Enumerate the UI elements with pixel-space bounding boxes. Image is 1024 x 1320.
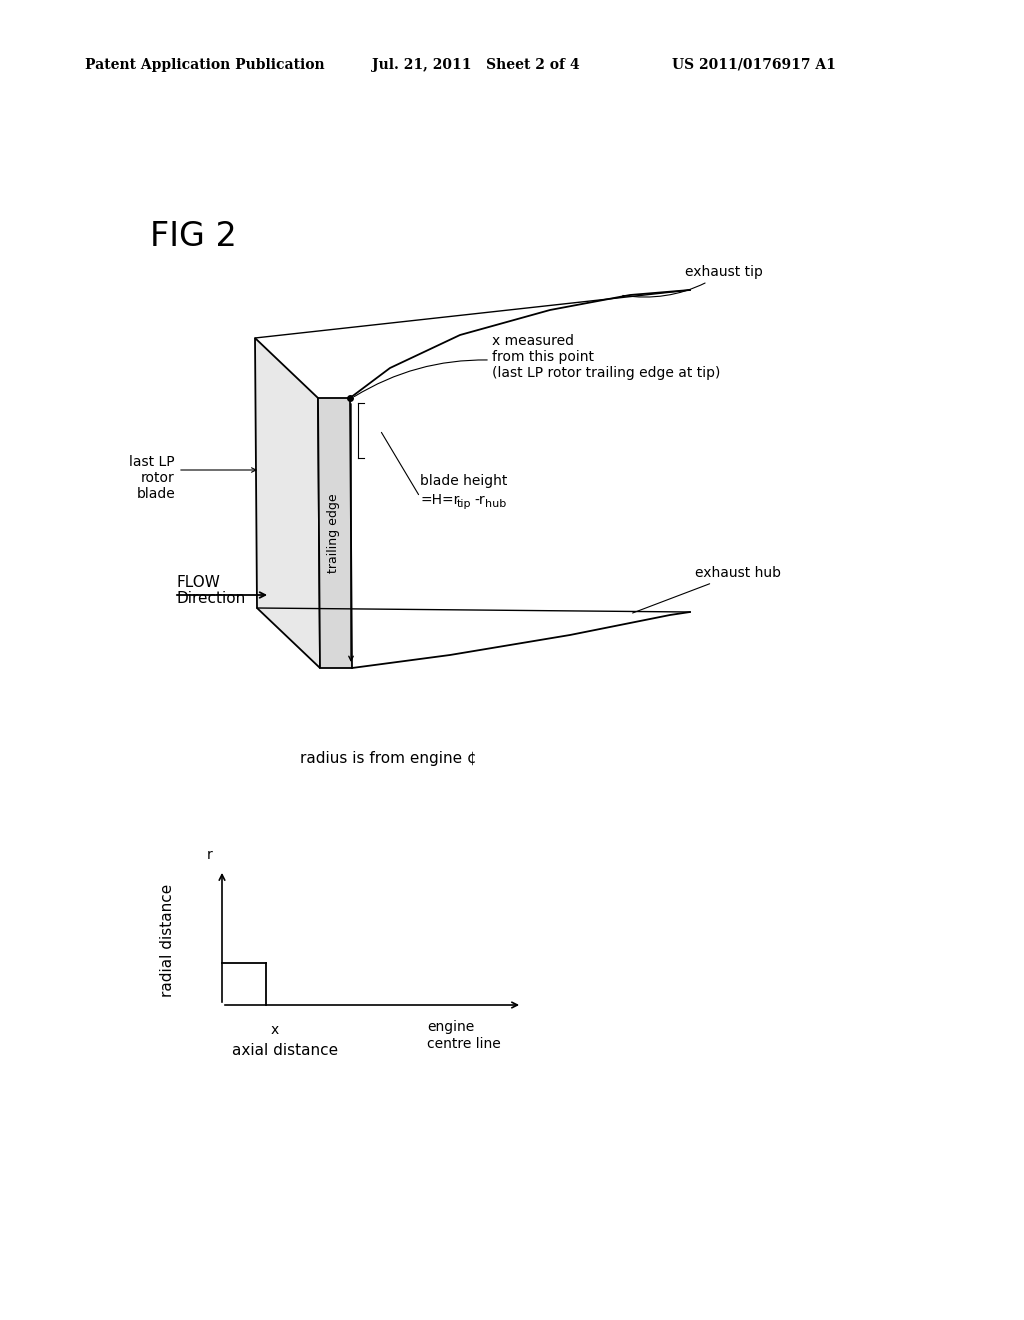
Polygon shape [255,338,319,668]
Text: last LP: last LP [129,455,175,469]
Text: radial distance: radial distance [160,883,174,997]
Text: blade: blade [136,487,175,502]
Text: blade height: blade height [420,474,507,488]
Text: Jul. 21, 2011   Sheet 2 of 4: Jul. 21, 2011 Sheet 2 of 4 [372,58,580,73]
Text: centre line: centre line [427,1038,501,1051]
Text: exhaust tip: exhaust tip [623,265,763,297]
Text: (last LP rotor trailing edge at tip): (last LP rotor trailing edge at tip) [492,366,720,380]
Text: x: x [271,1023,280,1038]
Text: from this point: from this point [492,350,594,364]
Text: Direction: Direction [176,591,246,606]
Text: hub: hub [485,499,506,510]
Polygon shape [318,399,352,668]
Text: engine: engine [427,1020,474,1034]
Text: FIG 2: FIG 2 [150,220,237,253]
Text: x measured: x measured [492,334,574,348]
Text: axial distance: axial distance [232,1043,338,1059]
Text: -r: -r [474,492,484,507]
Text: exhaust hub: exhaust hub [633,566,781,612]
Text: tip: tip [457,499,471,510]
Text: r: r [207,847,213,862]
Text: radius is from engine ¢: radius is from engine ¢ [300,751,476,766]
Text: rotor: rotor [141,471,175,484]
Text: =H=r: =H=r [420,492,460,507]
Text: US 2011/0176917 A1: US 2011/0176917 A1 [672,58,836,73]
Text: Patent Application Publication: Patent Application Publication [85,58,325,73]
Text: trailing edge: trailing edge [328,494,341,573]
Text: FLOW: FLOW [176,576,220,590]
